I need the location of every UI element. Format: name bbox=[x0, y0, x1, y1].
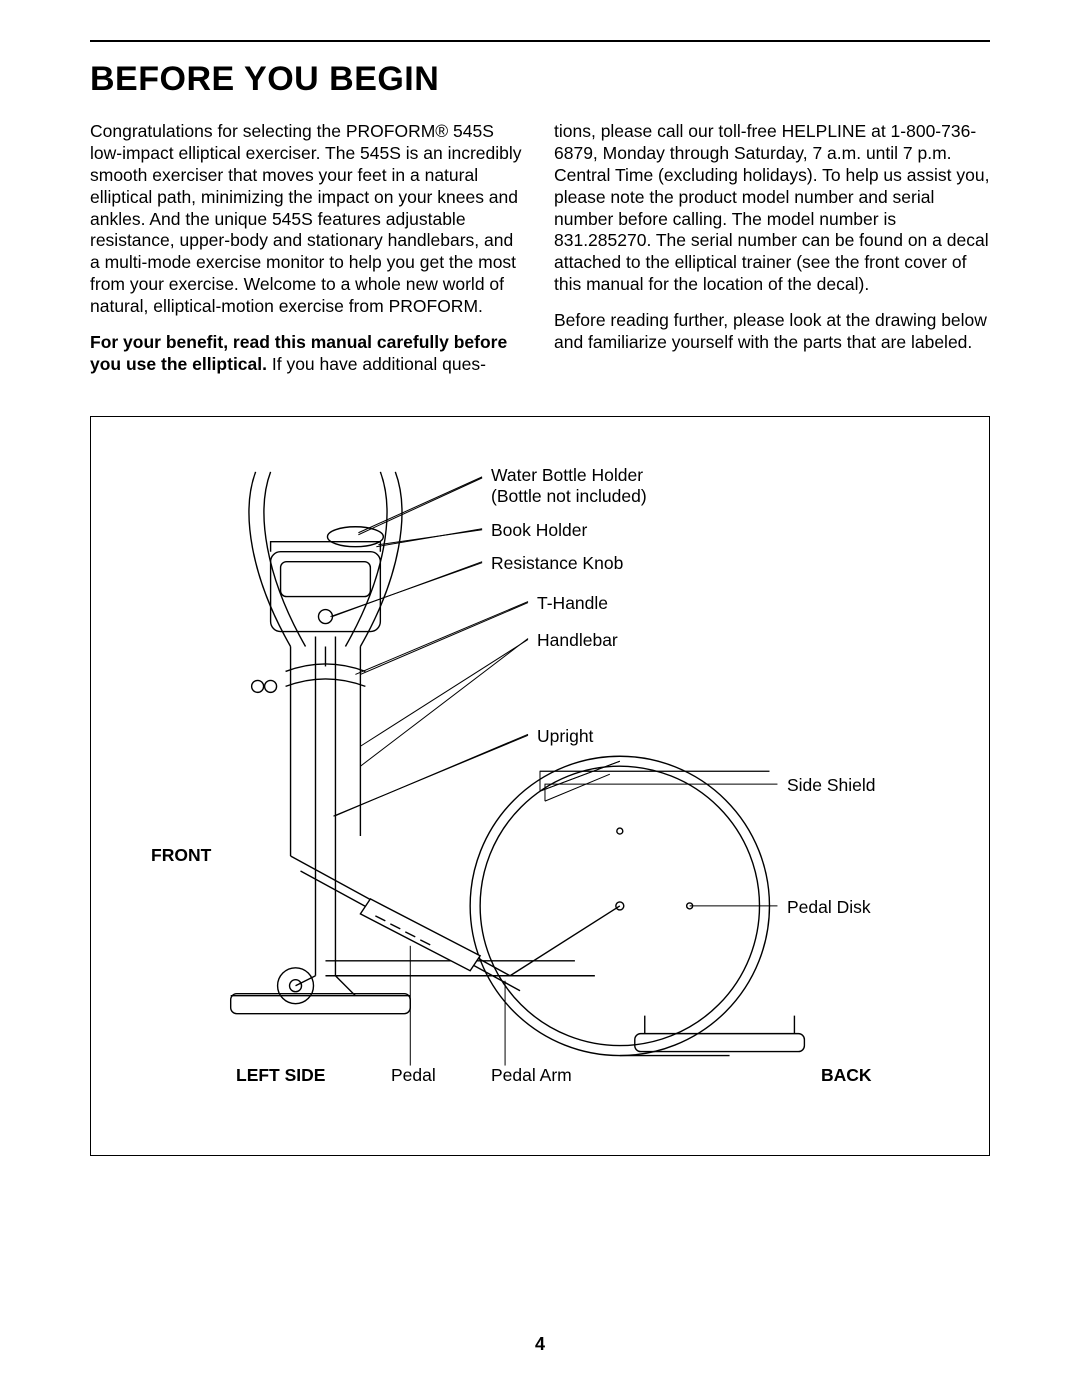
top-rule bbox=[90, 40, 990, 42]
label-upright: Upright bbox=[537, 726, 593, 747]
page: BEFORE YOU BEGIN Congratulations for sel… bbox=[0, 0, 1080, 1397]
column-right: tions, please call our toll-free HELPLIN… bbox=[554, 121, 990, 390]
label-book-holder: Book Holder bbox=[491, 520, 587, 541]
label-left-side: LEFT SIDE bbox=[236, 1065, 325, 1086]
label-pedal-disk: Pedal Disk bbox=[787, 897, 871, 918]
label-pedal: Pedal bbox=[391, 1065, 436, 1086]
col1-p1: Congratulations for selecting the PROFOR… bbox=[90, 121, 526, 318]
col1-p2: For your benefit, read this manual caref… bbox=[90, 332, 526, 376]
column-left: Congratulations for selecting the PROFOR… bbox=[90, 121, 526, 390]
page-number: 4 bbox=[0, 1334, 1080, 1355]
label-handlebar: Handlebar bbox=[537, 630, 618, 651]
label-pedal-arm: Pedal Arm bbox=[491, 1065, 572, 1086]
label-water-bottle-text: Water Bottle Holder bbox=[491, 465, 643, 485]
label-resistance-knob: Resistance Knob bbox=[491, 553, 623, 574]
label-side-shield: Side Shield bbox=[787, 775, 876, 796]
label-t-handle: T-Handle bbox=[537, 593, 608, 614]
label-bottle-note: (Bottle not included) bbox=[491, 486, 647, 506]
page-title: BEFORE YOU BEGIN bbox=[90, 60, 990, 99]
body-columns: Congratulations for selecting the PROFOR… bbox=[90, 121, 990, 390]
col2-p1: tions, please call our toll-free HELPLIN… bbox=[554, 121, 990, 296]
diagram-frame: Water Bottle Holder (Bottle not included… bbox=[90, 416, 990, 1156]
label-front: FRONT bbox=[151, 845, 211, 866]
label-water-bottle: Water Bottle Holder (Bottle not included… bbox=[491, 465, 647, 507]
col2-p2: Before reading further, please look at t… bbox=[554, 310, 990, 354]
label-back: BACK bbox=[821, 1065, 872, 1086]
col1-p2-rest: If you have additional ques- bbox=[267, 354, 486, 374]
